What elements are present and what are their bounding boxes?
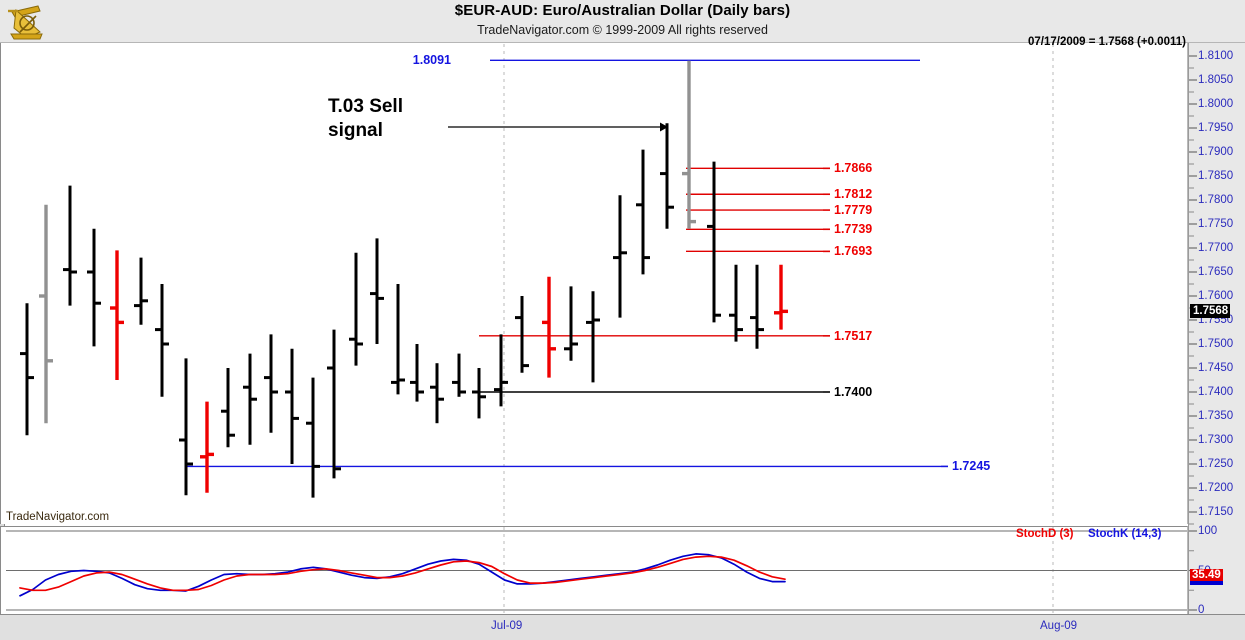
ohlc-bar[interactable] — [370, 238, 384, 344]
ohlc-bar[interactable] — [542, 276, 556, 378]
stoch-axis-label: 0 — [1198, 604, 1205, 616]
ohlc-bar[interactable] — [391, 284, 405, 395]
chart-header: $EUR-AUD: Euro/Australian Dollar (Daily … — [0, 0, 1245, 43]
stoch-value-badge: 35.49 — [1190, 569, 1223, 586]
ohlc-bar[interactable] — [564, 286, 578, 361]
quote-readout: 07/17/2009 = 1.7568 (+0.0011) — [1028, 36, 1186, 48]
ohlc-bar[interactable] — [472, 368, 486, 419]
date-axis-label: Jul-09 — [491, 620, 523, 632]
level-label-resistance-4: 1.7739 — [834, 222, 873, 237]
sell-signal-annotation: T.03 Sell signal — [328, 95, 498, 144]
ohlc-bar[interactable] — [729, 264, 743, 342]
price-axis-label: 1.7850 — [1198, 170, 1234, 182]
ohlc-bar[interactable] — [306, 377, 320, 498]
price-chart-pane[interactable] — [0, 43, 1188, 524]
level-label-resistance-5: 1.7693 — [834, 244, 873, 259]
ohlc-bar[interactable] — [515, 296, 529, 373]
price-axis-label: 1.7200 — [1198, 482, 1234, 494]
last-price-badge: 1.7568 — [1190, 304, 1231, 319]
chart-subtitle: TradeNavigator.com © 1999-2009 All right… — [477, 23, 768, 37]
ohlc-bar[interactable] — [682, 60, 696, 229]
ohlc-bar[interactable] — [200, 401, 214, 493]
ohlc-bar[interactable] — [20, 303, 34, 436]
ohlc-bar[interactable] — [221, 368, 235, 448]
ohlc-bar[interactable] — [707, 161, 721, 323]
annotation-line-1: T.03 Sell — [328, 96, 403, 117]
stoch-series-stochk[interactable] — [19, 553, 786, 597]
ohlc-bar[interactable] — [39, 204, 53, 424]
level-label-resistance-3: 1.7779 — [834, 203, 873, 218]
price-axis-label: 1.7500 — [1198, 338, 1234, 350]
level-label-resistance-1: 1.7866 — [834, 161, 873, 176]
ohlc-bar[interactable] — [660, 123, 674, 229]
date-axis-label: Aug-09 — [1040, 620, 1078, 632]
ohlc-bar[interactable] — [430, 363, 444, 424]
ohlc-bar[interactable] — [494, 334, 508, 407]
price-axis-label: 1.7800 — [1198, 194, 1234, 206]
ohlc-bar[interactable] — [636, 149, 650, 275]
price-axis-label: 1.7450 — [1198, 362, 1234, 374]
sextant-logo-icon — [6, 2, 48, 42]
ohlc-bar[interactable] — [155, 284, 169, 397]
annotation-line-2: signal — [328, 120, 383, 142]
price-axis-label: 1.8000 — [1198, 98, 1234, 110]
stoch-series-stochd[interactable] — [19, 555, 786, 592]
watermark: TradeNavigator.com — [6, 511, 110, 523]
level-label-lower-band: 1.7245 — [952, 459, 991, 474]
stoch-axis-label: 100 — [1198, 525, 1218, 537]
price-axis-label: 1.7750 — [1198, 218, 1234, 230]
ohlc-bar[interactable] — [179, 358, 193, 496]
ohlc-bar[interactable] — [774, 264, 788, 330]
price-axis-label: 1.7300 — [1198, 434, 1234, 446]
stoch-k-legend[interactable]: StochK (14,3) — [1088, 528, 1162, 540]
price-axis-label: 1.7150 — [1198, 506, 1234, 518]
chart-title: $EUR-AUD: Euro/Australian Dollar (Daily … — [454, 2, 791, 19]
price-axis-label: 1.7250 — [1198, 458, 1234, 470]
ohlc-bar[interactable] — [134, 257, 148, 325]
date-axis-bottom[interactable] — [0, 614, 1245, 640]
level-label-resistance-2: 1.7812 — [834, 187, 873, 202]
price-axis-label: 1.8050 — [1198, 74, 1234, 86]
price-axis-label: 1.7600 — [1198, 290, 1234, 302]
price-axis-label: 1.8100 — [1198, 50, 1234, 62]
ohlc-bar[interactable] — [327, 329, 341, 479]
ohlc-bar[interactable] — [285, 348, 299, 464]
ohlc-bar[interactable] — [264, 334, 278, 433]
sell-signal-arrowhead — [660, 122, 668, 132]
level-label-support-line: 1.7400 — [834, 385, 873, 399]
ohlc-bar[interactable] — [87, 228, 101, 347]
ohlc-bar[interactable] — [349, 252, 363, 366]
ohlc-bar[interactable] — [586, 291, 600, 383]
price-axis-right[interactable] — [1188, 43, 1245, 614]
ohlc-bar[interactable] — [750, 264, 764, 349]
level-label-pivot-line: 1.7517 — [834, 328, 873, 343]
price-axis-label: 1.7350 — [1198, 410, 1234, 422]
price-axis-label: 1.7400 — [1198, 386, 1234, 398]
price-axis-label: 1.7650 — [1198, 266, 1234, 278]
price-axis-label: 1.7700 — [1198, 242, 1234, 254]
ohlc-bar[interactable] — [613, 195, 627, 318]
ohlc-bar[interactable] — [110, 250, 124, 380]
price-axis-label: 1.7900 — [1198, 146, 1234, 158]
ohlc-bar[interactable] — [63, 185, 77, 306]
ohlc-bar[interactable] — [243, 353, 257, 445]
level-label-upper-band: 1.8091 — [412, 53, 451, 68]
ohlc-bar[interactable] — [410, 344, 424, 402]
price-axis-label: 1.7950 — [1198, 122, 1234, 134]
ohlc-bar[interactable] — [452, 353, 466, 397]
stoch-d-legend[interactable]: StochD (3) — [1016, 528, 1074, 540]
